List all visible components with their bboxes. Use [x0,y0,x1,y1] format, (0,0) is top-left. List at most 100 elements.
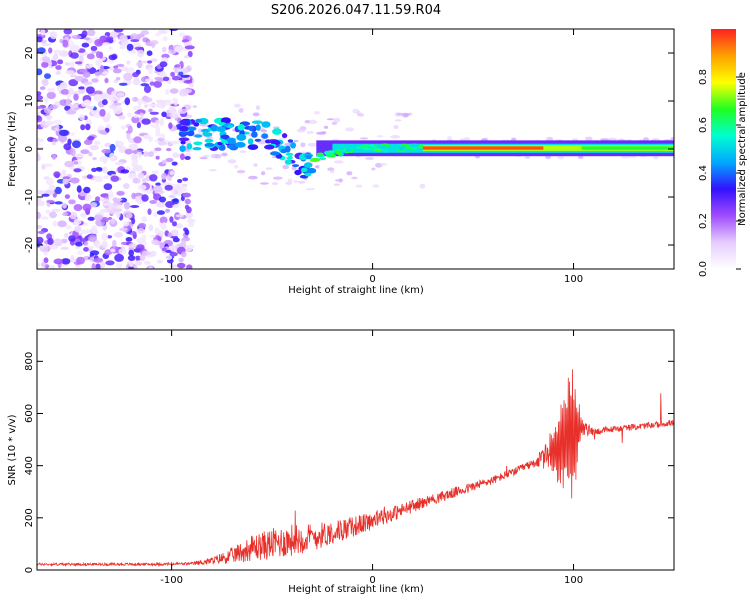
spectrogram-noise-blob [97,125,105,131]
spectrogram-noise-blob [166,147,172,152]
spectrogram-noise-blob [49,265,56,269]
spectrogram-noise-blob [71,35,82,40]
spectrogram-noise-blob [98,129,107,135]
spectrogram-noise-blob [85,86,95,94]
spectrogram-noise-blob [170,71,176,77]
spectrogram-noise-blob [158,196,167,203]
colorbar-tick-label: 0.8 [698,69,709,85]
spectrogram-blob [254,138,262,142]
signal-blob [390,147,397,151]
spectrogram-noise-blob [149,111,159,115]
spectrogram-noise-blob [128,249,134,257]
spectrogram-noise-blob [162,76,170,82]
spectrogram-noise-blob [149,81,155,86]
spectrogram-noise-blob [116,92,125,97]
spectrogram-noise-blob [142,177,147,183]
spectrogram-noise-blob [148,108,153,113]
spectrogram-halo [351,176,358,180]
spectrogram-noise-blob [100,208,107,213]
spectrogram-blob [226,144,234,149]
spectrogram-noise-blob [167,49,177,55]
spectrogram-blob [195,118,203,123]
spectrogram-blob [227,124,233,129]
spectrogram-noise-blob [172,97,178,102]
spectrogram-noise-blob [91,263,96,269]
spectrogram-noise-blob [81,30,88,38]
spectrogram-noise-blob [57,59,64,65]
signal-blob [409,143,420,148]
spectrogram-noise-blob [103,202,111,207]
signal-blob [316,152,324,156]
spectrogram-noise-blob [52,49,63,54]
spectrogram-noise-blob [86,245,95,250]
spectrogram-noise-blob [136,61,143,68]
snr-frame [36,329,675,571]
spectrogram-halo [359,137,369,140]
spectrogram-noise-blob [113,65,118,69]
spectrogram-blob [304,172,312,177]
spectrogram-halo [393,125,399,129]
spectrogram-halo [333,183,341,186]
spectrogram-noise-blob [128,173,137,180]
spectrogram-noise-blob [135,244,145,251]
spectrogram-noise-blob [153,212,158,217]
spectrogram-noise-blob [65,98,72,107]
spectrogram-noise-blob [58,129,69,137]
spectrogram-noise-blob [109,152,116,160]
spectrogram-noise-blob [54,201,63,205]
spectrogram-noise-blob [62,39,69,48]
spectrogram-noise-blob [55,124,60,131]
spectrogram-halo [305,188,316,191]
spectrogram-noise-blob [131,217,136,225]
spectrogram-noise-blob [110,175,120,182]
spectrogram-noise-blob [131,158,139,165]
spectrogram-noise-blob [136,122,141,129]
spectrogram-noise-blob [43,97,49,104]
spectrogram-noise-blob [76,185,82,193]
spectrogram-noise-blob [93,257,104,263]
spectrogram-blob [247,138,254,145]
spectrogram-halo [642,137,650,142]
spectrogram-noise-blob [178,32,186,38]
spectrogram-noise-blob [104,77,109,84]
spectrogram-noise-blob [77,250,84,255]
spectrogram-noise-blob [169,216,174,223]
spectrogram-noise-blob [183,79,193,84]
colorbar-scale [711,29,736,269]
y-tick-label: 10 [24,95,35,108]
spectrogram-noise-blob [78,114,85,121]
spectrogram-halo [333,160,344,164]
spectrogram-noise-blob [73,218,82,226]
spectrogram-halo [610,138,618,141]
spectrogram-noise-blob [61,258,71,265]
spectrogram-noise-blob [53,238,63,247]
spectrogram-blob [255,124,261,131]
spectrogram-noise-blob [172,237,180,243]
colorbar-ticks: 0.0 0.2 0.4 0.6 0.8 [698,69,741,277]
spectrogram-blob [180,140,186,145]
spectrogram-noise-blob [147,60,153,64]
spectrogram-noise-blob [64,62,71,66]
spectrogram-noise-blob [137,184,147,191]
spectrogram-noise-blob [37,68,43,76]
signal-blob [380,148,389,153]
spectrogram-noise-blob [170,245,175,252]
spectrogram-noise-blob [141,118,151,125]
spectrogram-noise-blob [83,139,93,145]
spectrogram-noise-blob [48,184,56,191]
spectrogram-noise-blob [116,141,125,147]
spectrogram-noise-blob [109,104,117,110]
spectrogram-noise-blob [126,132,131,140]
spectrogram-noise-blob [130,39,140,43]
spectrogram-halo [346,171,353,176]
spectrogram-noise-blob [155,126,161,134]
y-tick-label: -20 [24,237,35,253]
spectrogram-noise-blob [128,243,137,249]
spectrogram-noise-blob [124,97,131,106]
spectrogram-noise-blob [43,163,53,168]
spectrogram-halo [307,142,318,147]
spectrogram-noise-blob [74,75,85,82]
spectrogram-noise-blob [112,197,119,203]
spectrogram-noise-blob [44,120,54,126]
spectrogram-noise-blob [47,87,56,93]
